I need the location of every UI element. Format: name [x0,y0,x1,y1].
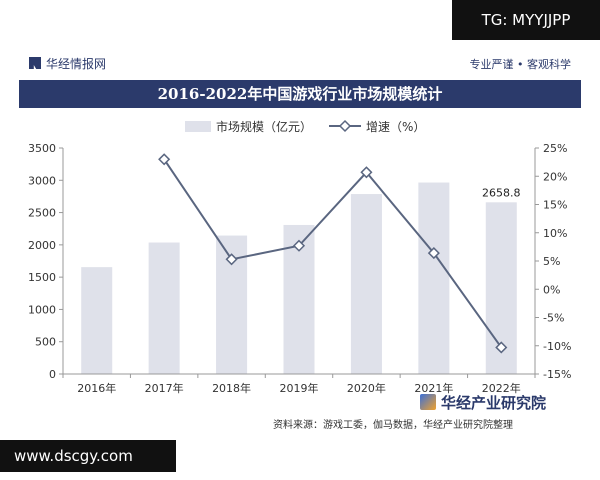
left-tick-label: 0 [49,368,56,381]
right-tick-label: 15% [543,199,567,212]
right-tick-label: 20% [543,170,567,183]
legend-bar-swatch [185,121,211,132]
chart-plot: 市场规模（亿元） 增速（%） 0 500 1000 1500 2000 2500 3000 35… [28,119,571,395]
growth-point [158,153,171,166]
left-tick-label: 500 [35,336,56,349]
growth-line [163,158,503,349]
data-labels: 2658.8 [482,186,521,199]
legend-line-marker [338,119,352,133]
x-tick-label: 2016年 [77,381,116,395]
bar-data-label: 2658.8 [482,186,521,199]
left-tick-label: 2500 [28,207,56,220]
legend-bar-label: 市场规模（亿元） [216,119,312,134]
title-bar: 2016-2022年中国游戏行业市场规模统计 [19,80,581,108]
x-tick-label: 2017年 [145,381,184,395]
footer-logo-icon [420,394,436,410]
right-tick-label: -5% [543,312,564,325]
x-axis: 2016年 2017年 2018年 2019年 2020年 2021年 2022年 [62,373,536,395]
brand-name: 华经情报网 [46,57,107,71]
growth-point [292,239,306,252]
legend: 市场规模（亿元） 增速（%） [185,119,425,134]
bar [148,242,180,374]
header-bar: 华经情报网 专业严谨 • 客观科学 [15,48,585,80]
growth-point [495,341,508,354]
right-tick-label: 0% [543,283,560,296]
tg-watermark: TG: MYYJJPP [452,0,600,40]
line-series [158,153,508,354]
right-y-axis: -15% -10% -5% 0% 5% 10% 15% 20% 25% [534,142,571,381]
left-y-axis: 0 500 1000 1500 2000 2500 3000 3500 [28,142,64,381]
right-tick-label: -10% [543,340,571,353]
brand-logo-icon [29,57,41,69]
left-tick-label: 1000 [28,303,56,316]
chart-title: 2016-2022年中国游戏行业市场规模统计 [157,85,443,103]
growth-point [360,166,373,179]
x-tick-label: 2022年 [482,381,521,395]
slogan: 专业严谨 • 客观科学 [469,58,571,71]
left-tick-label: 3000 [28,174,56,187]
chart-card: 华经情报网 专业严谨 • 客观科学 2016-2022年中国游戏行业市场规模统计… [15,48,585,440]
x-tick-label: 2020年 [347,381,386,395]
right-tick-label: 25% [543,142,567,155]
brand: 华经情报网 [29,55,106,72]
growth-point [427,247,440,260]
x-tick-label: 2019年 [280,381,319,395]
x-tick-label: 2018年 [212,381,251,395]
left-tick-label: 1500 [28,271,56,284]
bar [81,267,113,374]
left-tick-label: 2000 [28,239,56,252]
right-tick-label: 10% [543,227,567,240]
bar [418,182,450,374]
growth-point [225,253,238,266]
x-tick-label: 2021年 [414,381,453,395]
left-tick-label: 3500 [28,142,56,155]
footer-brand-name: 华经产业研究院 [441,394,547,412]
bar [350,194,382,374]
right-tick-label: 5% [543,255,560,268]
right-tick-label: -15% [543,368,571,381]
source-note: 资料来源：游戏工委，伽马数据，华经产业研究院整理 [273,420,513,431]
footer-brand: 华经产业研究院 [420,392,546,413]
legend-line-label: 增速（%） [366,120,425,134]
site-watermark: www.dscgy.com [0,440,176,472]
